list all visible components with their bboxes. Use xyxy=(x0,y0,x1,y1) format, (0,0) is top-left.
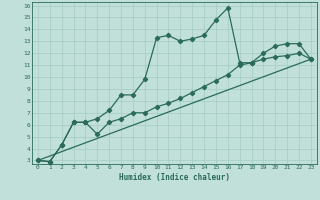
X-axis label: Humidex (Indice chaleur): Humidex (Indice chaleur) xyxy=(119,173,230,182)
